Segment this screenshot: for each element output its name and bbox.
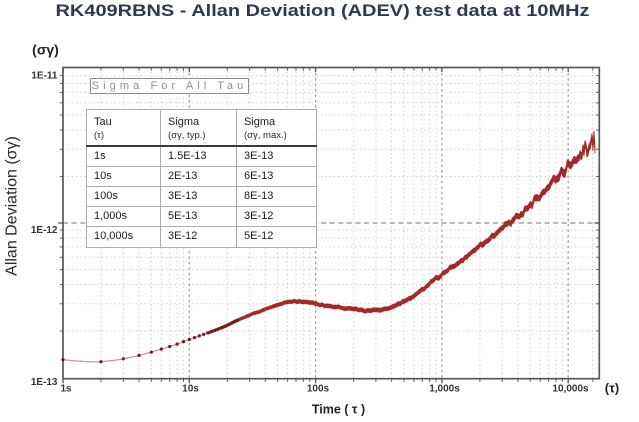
svg-text:1E-13: 1E-13 (31, 377, 58, 388)
svg-text:100s: 100s (307, 384, 330, 395)
svg-text:10,000s: 10,000s (552, 384, 589, 395)
svg-text:Time ( τ ): Time ( τ ) (312, 403, 365, 417)
svg-text:1,000s: 1,000s (429, 384, 460, 395)
svg-text:1E-12: 1E-12 (31, 225, 58, 236)
svg-text:1s: 1s (60, 384, 72, 395)
svg-text:(σγ): (σγ) (32, 42, 59, 58)
svg-text:(τ): (τ) (605, 381, 619, 396)
svg-text:Allan Deviation (σγ): Allan Deviation (σγ) (4, 136, 21, 276)
svg-text:10s: 10s (182, 384, 199, 395)
svg-text:1E-11: 1E-11 (31, 71, 58, 82)
